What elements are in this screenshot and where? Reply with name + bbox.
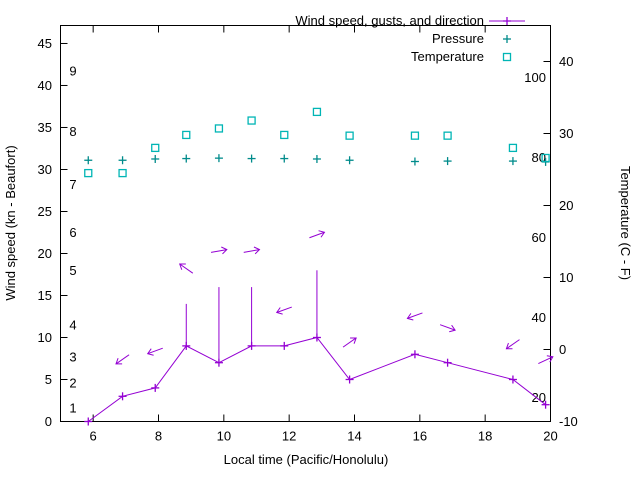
y-right-tick-label: 10 [559, 270, 573, 285]
y-right-tick-label: 40 [559, 54, 573, 69]
fahrenheit-scale-label: 20 [532, 390, 546, 405]
wind-direction-arrow [406, 312, 423, 321]
temperature-point [151, 143, 160, 153]
y-left-tick-label: 30 [38, 162, 52, 177]
beaufort-scale-label: 4 [69, 317, 76, 332]
temperature-point [345, 131, 354, 140]
legend-label-temperature: Temperature [411, 49, 484, 64]
wind-direction-arrow [210, 246, 228, 255]
wind-direction-arrow [178, 263, 194, 274]
y-right-tick-label: -10 [559, 414, 578, 429]
legend-temperature-sample [502, 52, 512, 62]
x-tick-label: 6 [90, 429, 97, 444]
legend-label-wind: Wind speed, gusts, and direction [295, 13, 484, 28]
beaufort-scale-label: 7 [69, 177, 76, 192]
y-left-tick-label: 5 [45, 372, 52, 387]
y-right-tick-label: 20 [559, 198, 573, 213]
y-right-tick-label: 0 [559, 342, 566, 357]
series-layer [84, 107, 554, 426]
temperature-point [247, 116, 256, 125]
temperature-point [312, 107, 322, 117]
wind-direction-arrow [505, 339, 520, 350]
legend-label-pressure: Pressure [432, 31, 484, 46]
x-tick-label: 12 [282, 429, 296, 444]
temperature-point [118, 168, 127, 178]
beaufort-scale-label: 5 [69, 263, 76, 278]
temperature-point [84, 168, 93, 178]
y-left-tick-label: 45 [38, 36, 52, 51]
legend-samples [489, 17, 525, 62]
wind-direction-arrow [309, 230, 326, 239]
temperature-point [182, 130, 191, 140]
x-axis-label: Local time (Pacific/Honolulu) [224, 452, 389, 467]
x-tick-label: 18 [478, 429, 492, 444]
fahrenheit-scale-label: 40 [532, 310, 546, 325]
y-left-axis-label: Wind speed (kn - Beaufort) [3, 145, 18, 300]
temperature-point [214, 124, 224, 133]
wind-direction-arrow [243, 246, 261, 255]
y-left-tick-label: 20 [38, 246, 52, 261]
wind-direction-arrow [146, 347, 163, 356]
fahrenheit-scale-label: 80 [532, 150, 546, 165]
axes-layer: 6 8 10 12 14 16 18 20051015202530354045-1001020… [38, 25, 578, 444]
beaufort-scale-label: 8 [69, 124, 76, 139]
y-left-tick-label: 40 [38, 78, 52, 93]
beaufort-scale-label: 6 [69, 225, 76, 240]
plot-border [60, 25, 551, 422]
y-left-tick-label: 10 [38, 330, 52, 345]
x-tick-label: 20 [543, 429, 557, 444]
temperature-point [508, 143, 518, 153]
y-left-tick-label: 15 [38, 288, 52, 303]
temperature-point [443, 131, 452, 140]
x-tick-label: 8 [155, 429, 162, 444]
fahrenheit-scale-label: 100 [524, 70, 546, 85]
beaufort-scale-label: 1 [69, 401, 76, 416]
beaufort-scale-label: 2 [69, 375, 76, 390]
wind-direction-arrow [342, 337, 357, 348]
x-tick-label: 16 [413, 429, 427, 444]
wind-direction-arrow [439, 324, 456, 333]
y-left-tick-label: 0 [45, 414, 52, 429]
wind-direction-arrow [538, 355, 554, 365]
y-left-tick-label: 35 [38, 120, 52, 135]
wind-direction-arrow [115, 354, 130, 365]
y-left-tick-label: 25 [38, 204, 52, 219]
temperature-point [541, 153, 550, 163]
x-tick-label: 14 [347, 429, 361, 444]
temperature-point [410, 131, 420, 140]
fahrenheit-scale-label: 60 [532, 230, 546, 245]
x-tick-label: 10 [217, 429, 231, 444]
temperature-point [280, 130, 289, 140]
y-right-tick-label: 30 [559, 126, 573, 141]
beaufort-scale-label: 3 [69, 349, 76, 364]
y-right-axis-label: Temperature (C - F) [618, 166, 633, 280]
beaufort-scale-label: 9 [69, 64, 76, 79]
wind-direction-arrow [275, 306, 292, 315]
